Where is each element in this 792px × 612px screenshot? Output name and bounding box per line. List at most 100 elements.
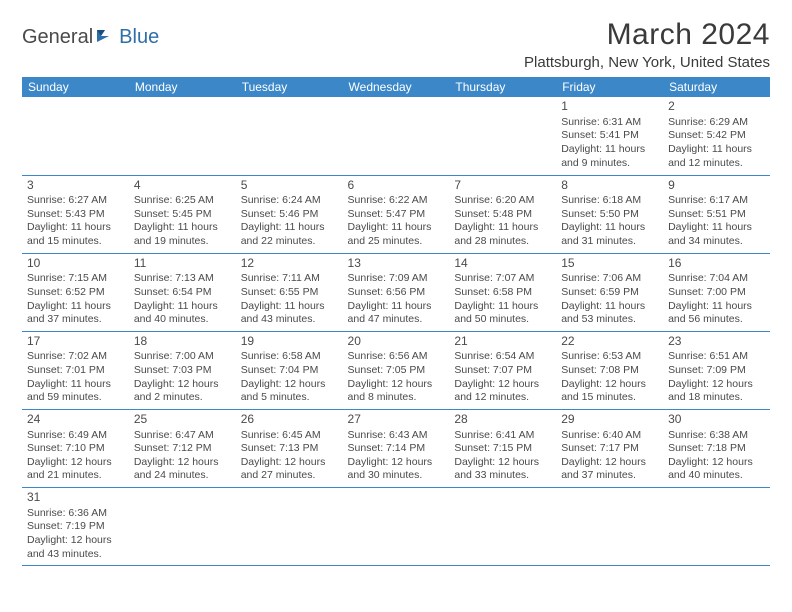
- sunset-line: Sunset: 7:15 PM: [454, 442, 551, 456]
- calendar-cell: 12Sunrise: 7:11 AMSunset: 6:55 PMDayligh…: [236, 253, 343, 331]
- calendar-cell: 23Sunrise: 6:51 AMSunset: 7:09 PMDayligh…: [663, 331, 770, 409]
- calendar-cell: 5Sunrise: 6:24 AMSunset: 5:46 PMDaylight…: [236, 175, 343, 253]
- daylight-line-1: Daylight: 12 hours: [561, 378, 658, 392]
- daylight-line-1: Daylight: 12 hours: [348, 456, 445, 470]
- calendar-cell: [343, 97, 450, 175]
- calendar-cell: 10Sunrise: 7:15 AMSunset: 6:52 PMDayligh…: [22, 253, 129, 331]
- sunrise-line: Sunrise: 6:40 AM: [561, 429, 658, 443]
- calendar-table: SundayMondayTuesdayWednesdayThursdayFrid…: [22, 77, 770, 566]
- day-number: 23: [668, 334, 765, 350]
- sunset-line: Sunset: 6:52 PM: [27, 286, 124, 300]
- day-number: 31: [27, 490, 124, 506]
- calendar-cell: [22, 97, 129, 175]
- day-number: 18: [134, 334, 231, 350]
- daylight-line-1: Daylight: 11 hours: [454, 300, 551, 314]
- day-number: 13: [348, 256, 445, 272]
- sunset-line: Sunset: 6:54 PM: [134, 286, 231, 300]
- sunrise-line: Sunrise: 6:38 AM: [668, 429, 765, 443]
- daylight-line-1: Daylight: 12 hours: [134, 378, 231, 392]
- daylight-line-1: Daylight: 11 hours: [134, 300, 231, 314]
- sunset-line: Sunset: 5:45 PM: [134, 208, 231, 222]
- calendar-cell: [129, 97, 236, 175]
- logo: General Blue: [22, 26, 159, 49]
- day-number: 8: [561, 178, 658, 194]
- sunrise-line: Sunrise: 7:15 AM: [27, 272, 124, 286]
- flag-icon: [95, 26, 117, 49]
- daylight-line-2: and 8 minutes.: [348, 391, 445, 405]
- sunrise-line: Sunrise: 6:31 AM: [561, 116, 658, 130]
- calendar-cell: 13Sunrise: 7:09 AMSunset: 6:56 PMDayligh…: [343, 253, 450, 331]
- sunrise-line: Sunrise: 6:17 AM: [668, 194, 765, 208]
- sunset-line: Sunset: 5:47 PM: [348, 208, 445, 222]
- sunrise-line: Sunrise: 6:45 AM: [241, 429, 338, 443]
- daylight-line-2: and 53 minutes.: [561, 313, 658, 327]
- day-number: 17: [27, 334, 124, 350]
- calendar-cell: 4Sunrise: 6:25 AMSunset: 5:45 PMDaylight…: [129, 175, 236, 253]
- logo-text-blue: Blue: [119, 26, 159, 49]
- daylight-line-1: Daylight: 11 hours: [27, 221, 124, 235]
- calendar-cell: 24Sunrise: 6:49 AMSunset: 7:10 PMDayligh…: [22, 409, 129, 487]
- daylight-line-2: and 31 minutes.: [561, 235, 658, 249]
- sunrise-line: Sunrise: 6:51 AM: [668, 350, 765, 364]
- daylight-line-2: and 12 minutes.: [454, 391, 551, 405]
- sunset-line: Sunset: 7:19 PM: [27, 520, 124, 534]
- sunrise-line: Sunrise: 6:25 AM: [134, 194, 231, 208]
- day-number: 15: [561, 256, 658, 272]
- day-number: 28: [454, 412, 551, 428]
- sunset-line: Sunset: 7:08 PM: [561, 364, 658, 378]
- header: General Blue March 2024 Plattsburgh, New…: [22, 18, 770, 71]
- sunrise-line: Sunrise: 7:04 AM: [668, 272, 765, 286]
- calendar-cell: 15Sunrise: 7:06 AMSunset: 6:59 PMDayligh…: [556, 253, 663, 331]
- sunset-line: Sunset: 6:58 PM: [454, 286, 551, 300]
- calendar-week: 17Sunrise: 7:02 AMSunset: 7:01 PMDayligh…: [22, 331, 770, 409]
- day-number: 1: [561, 99, 658, 115]
- sunrise-line: Sunrise: 6:22 AM: [348, 194, 445, 208]
- daylight-line-1: Daylight: 11 hours: [668, 300, 765, 314]
- daylight-line-2: and 25 minutes.: [348, 235, 445, 249]
- daylight-line-1: Daylight: 12 hours: [241, 456, 338, 470]
- day-number: 4: [134, 178, 231, 194]
- calendar-cell: 9Sunrise: 6:17 AMSunset: 5:51 PMDaylight…: [663, 175, 770, 253]
- day-header: Sunday: [22, 77, 129, 97]
- calendar-cell: [236, 488, 343, 566]
- sunset-line: Sunset: 7:00 PM: [668, 286, 765, 300]
- day-number: 25: [134, 412, 231, 428]
- day-number: 14: [454, 256, 551, 272]
- day-number: 21: [454, 334, 551, 350]
- daylight-line-1: Daylight: 12 hours: [668, 456, 765, 470]
- day-header: Monday: [129, 77, 236, 97]
- daylight-line-1: Daylight: 11 hours: [561, 143, 658, 157]
- calendar-cell: [449, 97, 556, 175]
- calendar-cell: 3Sunrise: 6:27 AMSunset: 5:43 PMDaylight…: [22, 175, 129, 253]
- daylight-line-1: Daylight: 12 hours: [454, 456, 551, 470]
- day-number: 11: [134, 256, 231, 272]
- daylight-line-2: and 27 minutes.: [241, 469, 338, 483]
- day-number: 24: [27, 412, 124, 428]
- sunrise-line: Sunrise: 6:47 AM: [134, 429, 231, 443]
- sunrise-line: Sunrise: 6:27 AM: [27, 194, 124, 208]
- daylight-line-2: and 2 minutes.: [134, 391, 231, 405]
- sunrise-line: Sunrise: 6:53 AM: [561, 350, 658, 364]
- sunset-line: Sunset: 7:14 PM: [348, 442, 445, 456]
- sunset-line: Sunset: 7:12 PM: [134, 442, 231, 456]
- calendar-cell: 2Sunrise: 6:29 AMSunset: 5:42 PMDaylight…: [663, 97, 770, 175]
- sunset-line: Sunset: 5:41 PM: [561, 129, 658, 143]
- title-block: March 2024 Plattsburgh, New York, United…: [524, 18, 770, 71]
- sunrise-line: Sunrise: 6:56 AM: [348, 350, 445, 364]
- day-number: 29: [561, 412, 658, 428]
- daylight-line-2: and 15 minutes.: [561, 391, 658, 405]
- day-number: 9: [668, 178, 765, 194]
- sunrise-line: Sunrise: 6:41 AM: [454, 429, 551, 443]
- day-number: 5: [241, 178, 338, 194]
- calendar-cell: 11Sunrise: 7:13 AMSunset: 6:54 PMDayligh…: [129, 253, 236, 331]
- sunset-line: Sunset: 7:13 PM: [241, 442, 338, 456]
- calendar-cell: 18Sunrise: 7:00 AMSunset: 7:03 PMDayligh…: [129, 331, 236, 409]
- daylight-line-1: Daylight: 11 hours: [241, 221, 338, 235]
- calendar-cell: 27Sunrise: 6:43 AMSunset: 7:14 PMDayligh…: [343, 409, 450, 487]
- day-number: 12: [241, 256, 338, 272]
- daylight-line-1: Daylight: 11 hours: [27, 378, 124, 392]
- sunrise-line: Sunrise: 6:54 AM: [454, 350, 551, 364]
- daylight-line-1: Daylight: 11 hours: [668, 221, 765, 235]
- sunrise-line: Sunrise: 7:09 AM: [348, 272, 445, 286]
- daylight-line-2: and 12 minutes.: [668, 157, 765, 171]
